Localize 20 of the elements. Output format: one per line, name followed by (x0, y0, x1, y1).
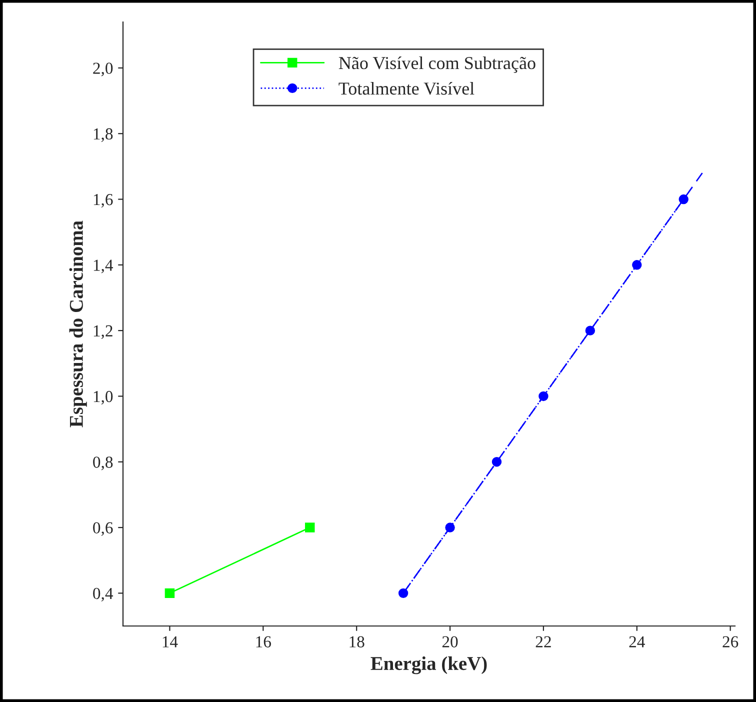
x-tick-label: 18 (350, 636, 364, 648)
legend-label: Totalmente Visível (338, 82, 474, 95)
x-tick-label: 14 (162, 636, 178, 648)
x-tick-label: 26 (722, 636, 738, 648)
y-tick-label: 1,4 (94, 260, 114, 274)
y-tick-label: 0,4 (93, 588, 114, 602)
x-tick-label: 16 (256, 636, 271, 648)
y-tick-label: 0,8 (93, 456, 113, 470)
y-tick-label: 1,6 (94, 194, 113, 208)
x-tick-label: 22 (536, 636, 551, 648)
x-tick-label: 24 (629, 636, 645, 648)
y-axis-title: Espessura do Carcinoma (69, 220, 87, 428)
y-tick-label: 2,0 (93, 62, 113, 76)
x-axis-title: Energia (keV) (370, 656, 487, 674)
y-tick-label: 1,0 (94, 390, 113, 405)
x-tick-label: 20 (442, 636, 458, 648)
y-tick-label: 1,2 (94, 325, 112, 339)
y-tick-label: 1,8 (94, 128, 113, 142)
y-tick-label: 0,6 (93, 522, 113, 536)
legend-label: Não Visível com Subtração (338, 56, 536, 73)
